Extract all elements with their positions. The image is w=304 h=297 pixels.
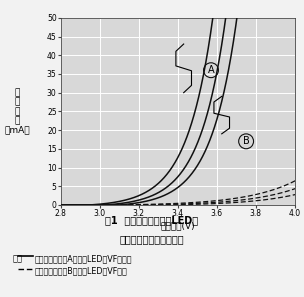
Text: 三种随机取样，A厂白光LED的VF特性；: 三种随机取样，A厂白光LED的VF特性； — [35, 254, 133, 263]
Text: B: B — [243, 136, 250, 146]
Text: 三种随机取样，B厂白光LED的VF特性: 三种随机取样，B厂白光LED的VF特性 — [35, 267, 128, 276]
Text: 顺向电压与顺向电流特性: 顺向电压与顺向电流特性 — [120, 235, 184, 245]
Text: A: A — [208, 65, 214, 75]
Text: 注：: 注： — [12, 254, 22, 263]
Text: 图1  六种随机取样白光LED的: 图1 六种随机取样白光LED的 — [105, 215, 199, 225]
Text: 顺
向
电
流
（mA）: 顺 向 电 流 （mA） — [5, 88, 30, 135]
X-axis label: 顺向电压(V): 顺向电压(V) — [161, 221, 195, 230]
